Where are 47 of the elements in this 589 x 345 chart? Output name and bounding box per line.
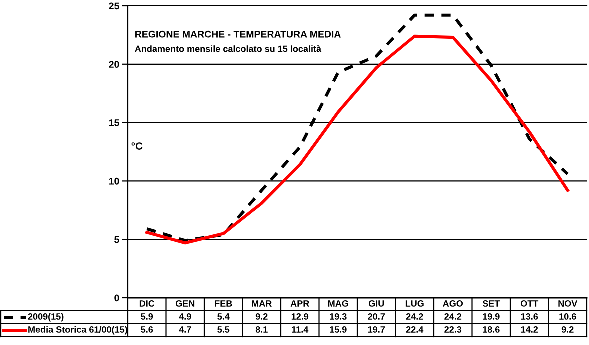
data-label: 5.4 [218, 314, 230, 320]
data-label: 10.6 [560, 314, 576, 320]
data-label: 24.2 [406, 314, 424, 320]
y-tick-label: 10 [109, 178, 120, 185]
legend-label: 2009(15) [28, 313, 64, 322]
data-label: 24.2 [444, 314, 462, 320]
data-label: 5.6 [141, 326, 154, 333]
data-label: 12.9 [292, 314, 309, 320]
y-tick-label: 20 [109, 61, 120, 68]
data-label: 19.9 [483, 314, 500, 320]
data-label: 4.9 [179, 314, 192, 320]
x-tick-label: FEB [215, 300, 232, 307]
y-axis-title: °C [132, 142, 143, 150]
x-tick-label: OTT [520, 300, 539, 307]
x-tick-label: DIC [140, 300, 155, 307]
data-label: 15.9 [330, 326, 347, 333]
x-tick-label: SET [482, 300, 500, 307]
data-label: 19.3 [330, 314, 347, 320]
text: Andamento mensile calcolato su 15 località [135, 46, 322, 52]
x-tick-label: GIU [368, 300, 384, 307]
data-label: 22.4 [406, 326, 424, 333]
data-label: 4.7 [179, 326, 192, 333]
data-label: 9.2 [256, 314, 268, 320]
data-label: 19.7 [368, 326, 386, 333]
x-tick-label: AGO [443, 300, 464, 307]
x-tick-label: NOV [558, 300, 578, 307]
data-label: 22.3 [444, 326, 462, 333]
x-tick-label: MAR [252, 300, 272, 307]
legend-label: Media Storica 61/00(15) [28, 326, 128, 335]
data-label: 18.6 [483, 326, 500, 333]
x-tick-label: APR [290, 300, 310, 307]
data-label: 13.6 [521, 314, 538, 320]
y-tick-label: 15 [109, 120, 120, 126]
data-label: 11.4 [292, 326, 309, 333]
x-tick-label: LUG [406, 300, 424, 307]
y-tick-label: 25 [109, 2, 120, 10]
data-label: 14.2 [521, 326, 538, 333]
data-label: 20.7 [368, 314, 386, 320]
x-tick-label: MAG [328, 300, 348, 307]
data-label: 5.9 [141, 314, 154, 320]
y-tick-label: 0 [114, 294, 120, 302]
x-tick-label: GEN [176, 300, 195, 307]
data-label: 8.1 [256, 326, 268, 333]
data-label: 9.2 [562, 326, 574, 333]
y-tick-label: 5 [114, 236, 120, 244]
data-label: 5.5 [218, 326, 230, 333]
text: REGIONE MARCHE - TEMPERATURA MEDIA [136, 30, 341, 38]
